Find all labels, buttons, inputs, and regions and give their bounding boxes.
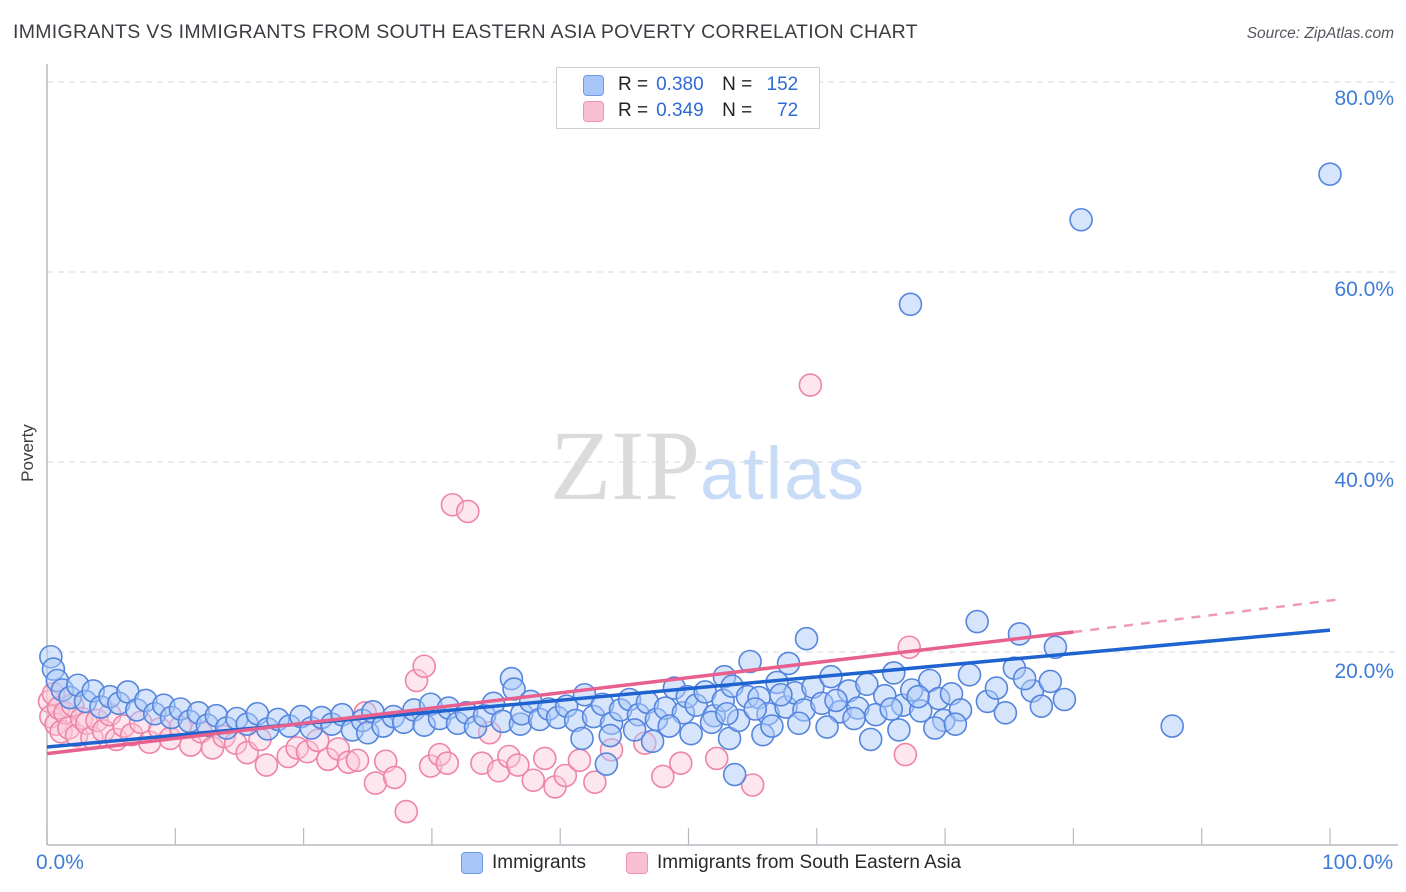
bottom-legend-sea-immigrants: Immigrants from South Eastern Asia <box>626 852 961 874</box>
pink-legend-swatch <box>626 852 648 874</box>
blue-legend-swatch <box>461 852 483 874</box>
r-value: 0.349 <box>656 100 704 121</box>
n-label: N = <box>722 74 753 95</box>
source-attribution: Source: ZipAtlas.com <box>1246 25 1394 42</box>
pink-legend-label: Immigrants from South Eastern Asia <box>657 852 962 873</box>
blue-series-swatch <box>583 74 604 96</box>
correlation-legend-box: R = 0.380 N = 152 R = 0.349 N = 72 <box>556 67 820 129</box>
correlation-row-immigrants: R = 0.380 N = 152 <box>583 74 819 96</box>
pink-series-swatch <box>583 100 604 122</box>
y-tick-60: 60.0% <box>1334 278 1394 301</box>
page-title: IMMIGRANTS VS IMMIGRANTS FROM SOUTH EAST… <box>13 21 918 43</box>
n-label: N = <box>722 100 753 121</box>
y-tick-40: 40.0% <box>1334 469 1394 492</box>
r-value: 0.380 <box>656 74 704 95</box>
correlation-row-sea-immigrants: R = 0.349 N = 72 <box>583 100 819 122</box>
blue-legend-label: Immigrants <box>492 852 586 873</box>
r-label: R = <box>618 74 649 95</box>
y-tick-80: 80.0% <box>1334 87 1394 110</box>
x-tick-0: 0.0% <box>36 851 84 874</box>
y-tick-20: 20.0% <box>1334 660 1394 683</box>
n-value: 72 <box>777 100 799 121</box>
n-value: 152 <box>766 74 799 95</box>
r-label: R = <box>618 100 649 121</box>
bottom-legend-immigrants: Immigrants <box>461 852 586 874</box>
x-tick-100: 100.0% <box>1322 851 1394 874</box>
